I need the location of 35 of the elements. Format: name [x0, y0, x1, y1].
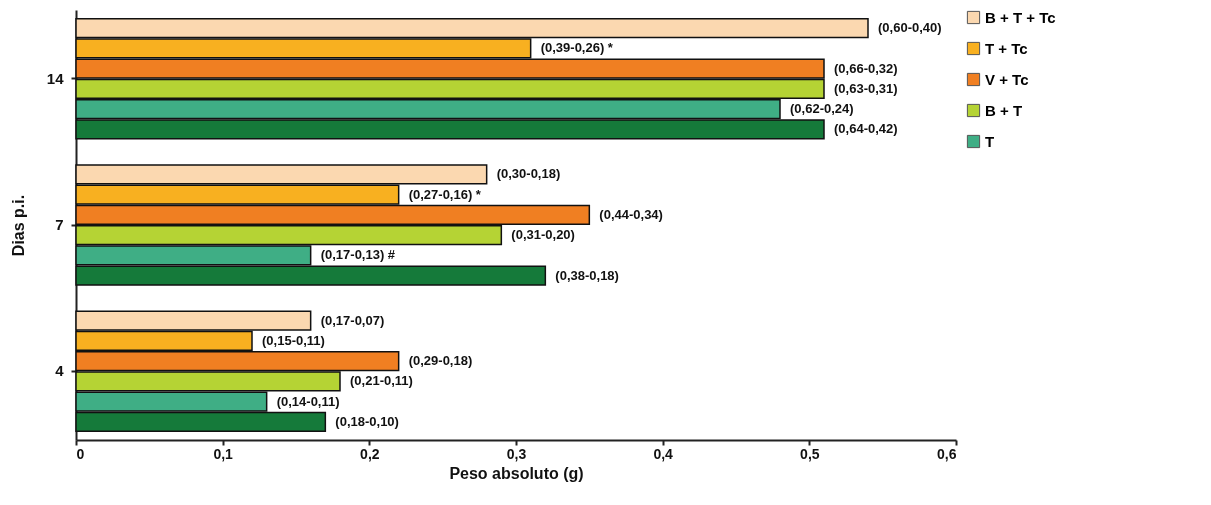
x-tick-label: 0,2 [360, 445, 380, 462]
data-label: (0,39-0,26) * [540, 40, 614, 56]
data-label: (0,18-0,10) [335, 413, 399, 429]
legend-label: V + Tc [985, 70, 1029, 88]
data-label: (0,15-0,11) [262, 332, 325, 348]
data-label: (0,21-0,11) [350, 373, 413, 389]
data-label: (0,38-0,18) [555, 267, 619, 283]
data-label: (0,31-0,20) [511, 227, 575, 243]
data-label: (0,66-0,32) [834, 60, 898, 76]
x-tick-label: 0,1 [213, 445, 234, 462]
x-tick-label: 0,4 [653, 445, 674, 462]
data-label: (0,30-0,18) [496, 166, 561, 182]
data-label: (0,44-0,34) [599, 206, 663, 222]
data-label: (0,17-0,13) # [320, 247, 396, 263]
data-label: (0,29-0,18) [408, 353, 473, 369]
data-label: (0,63-0,31) [834, 80, 898, 96]
x-tick-label: 0,3 [506, 445, 527, 462]
data-label: (0,62-0,24) [790, 101, 854, 117]
data-label: (0,60-0,40) [878, 20, 942, 36]
legend-label: B + T [985, 101, 1023, 119]
data-label: (0,14-0,11) [276, 393, 340, 409]
x-tick-label: 0,5 [800, 445, 820, 462]
data-label: (0,17-0,07) [320, 312, 385, 328]
legend-label: T + Tc [985, 39, 1028, 57]
legend-label: B + T + Tc [985, 8, 1056, 26]
x-axis-title: Peso absoluto (g) [449, 464, 584, 482]
y-tick-label: 14 [46, 69, 65, 87]
legend-label: T [985, 132, 995, 150]
data-label: (0,27-0,16) * [408, 186, 482, 202]
x-tick-label: 0,6 [937, 445, 957, 462]
x-tick-label: 0 [76, 445, 85, 462]
y-tick-label: 7 [55, 216, 64, 233]
y-tick-label: 4 [55, 362, 65, 380]
y-axis-title: Dias p.i. [9, 194, 27, 257]
data-label: (0,64-0,42) [834, 121, 898, 137]
